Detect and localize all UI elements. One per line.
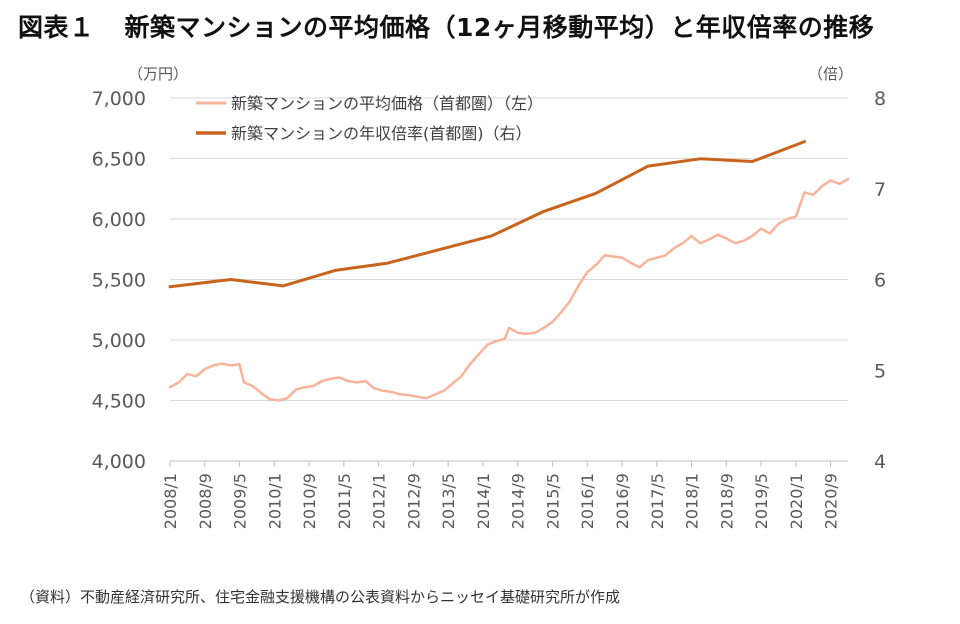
line-chart: 4,000 4,500 5,000 5,500 6,000 6,500 7,000 4 5 6 7 8…: [92, 65, 886, 529]
x-tick-label: 2014/1: [474, 473, 493, 529]
series: [168, 140, 850, 402]
left-axis-unit: （万円）: [128, 65, 188, 83]
series-price-line: [168, 177, 850, 402]
x-tick-label: 2009/5: [231, 473, 250, 529]
x-tick-label: 2011/5: [335, 473, 354, 529]
source-note: （資料）不動産経済研究所、住宅金融支援機構の公表資料からニッセイ基礎研究所が作成: [20, 588, 621, 606]
series-ratio-line: [168, 140, 806, 289]
title-text: 新築マンションの平均価格（12ヶ月移動平均）と年収倍率の推移: [124, 13, 875, 42]
x-tick-label: 2018/1: [683, 473, 702, 529]
axes: 4,000 4,500 5,000 5,500 6,000 6,500 7,000 4 5 6 7 8…: [92, 65, 886, 529]
x-tick-label: 2010/9: [300, 473, 319, 529]
legend-label-price: 新築マンションの平均価格（首都圏）（左）: [231, 94, 543, 113]
x-tick-label: 2014/9: [509, 473, 528, 529]
right-tick-label: 6: [874, 270, 886, 292]
x-tick-label: 2008/1: [161, 473, 180, 529]
right-tick-label: 5: [874, 360, 886, 382]
chart-title: 図表１ 新築マンションの平均価格（12ヶ月移動平均）と年収倍率の推移: [18, 8, 874, 44]
left-tick-label: 6,500: [92, 149, 146, 171]
x-tick-label: 2012/1: [370, 473, 389, 529]
x-tick-label: 2016/1: [578, 473, 597, 529]
right-tick-label: 4: [874, 451, 886, 473]
gridlines: [170, 97, 848, 401]
x-tick-label: 2008/9: [196, 473, 215, 529]
x-tick-label: 2016/9: [613, 473, 632, 529]
right-tick-label: 7: [874, 179, 886, 201]
x-tick-label: 2012/9: [404, 473, 423, 529]
x-tick-label: 2020/9: [822, 473, 841, 529]
right-axis-unit: （倍）: [808, 65, 853, 83]
figure-label: 図表１: [18, 13, 95, 42]
legend-label-ratio: 新築マンションの年収倍率(首都圏)（右）: [231, 124, 532, 143]
left-tick-label: 4,500: [92, 391, 146, 413]
left-tick-label: 6,000: [92, 209, 146, 231]
x-tick-label: 2013/5: [439, 473, 458, 529]
x-tick-label: 2017/5: [648, 473, 667, 529]
left-tick-label: 5,500: [92, 270, 146, 292]
right-tick-label: 8: [874, 88, 886, 110]
legend: 新築マンションの平均価格（首都圏）（左） 新築マンションの年収倍率(首都圏)（右）: [196, 94, 543, 143]
x-tick-label: 2010/1: [265, 473, 284, 529]
x-tick-label: 2018/9: [717, 473, 736, 529]
left-tick-label: 4,000: [92, 451, 146, 473]
x-tick-label: 2015/5: [543, 473, 562, 529]
left-tick-label: 5,000: [92, 330, 146, 352]
x-tick-label: 2019/5: [752, 473, 771, 529]
x-tick-label: 2020/1: [787, 473, 806, 529]
left-tick-label: 7,000: [92, 88, 146, 110]
